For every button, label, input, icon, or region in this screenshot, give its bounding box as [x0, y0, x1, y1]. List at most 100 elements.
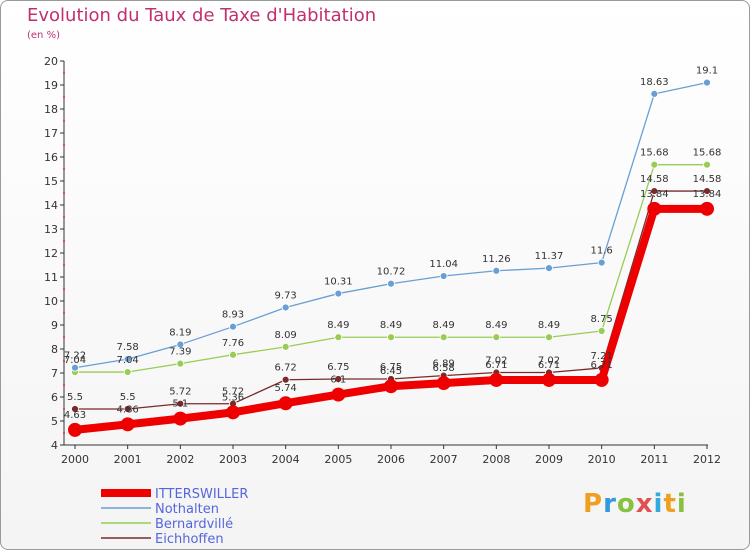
data-label: 5.72 [222, 387, 244, 398]
legend-label: Bernardvillé [155, 517, 233, 532]
data-point [281, 342, 290, 351]
data-label: 11.26 [482, 254, 511, 265]
data-label: 10.72 [377, 267, 406, 278]
x-tick-label: 2003 [219, 453, 247, 466]
axes: 4 5 6 7 8 9 10 11 12 13 14 15 16 17 18 19 20 2000 2001 2002… [44, 55, 721, 466]
logo-letter: t [663, 489, 677, 519]
data-label: 10.31 [324, 277, 353, 288]
y-minor-tick [63, 336, 65, 338]
x-tick-label: 2002 [166, 453, 194, 466]
y-tick-label: 18 [44, 103, 58, 116]
y-tick-label: 9 [51, 319, 58, 332]
data-label: 5.1 [172, 399, 188, 410]
data-label: 15.68 [640, 148, 669, 159]
logo-letter: x [635, 489, 654, 519]
data-label: 7.76 [222, 338, 244, 349]
x-tick-label: 2010 [588, 453, 616, 466]
data-label: 6.89 [433, 359, 455, 370]
data-point [436, 376, 451, 391]
data-point [331, 387, 346, 402]
y-minor-tick [63, 72, 65, 74]
data-label: 15.68 [693, 148, 722, 159]
data-point [650, 89, 659, 98]
logo-letter: P [583, 489, 604, 519]
data-label: 7.22 [64, 351, 86, 362]
data-point [281, 375, 290, 384]
y-tick-label: 8 [51, 343, 58, 356]
y-tick-label: 15 [44, 175, 58, 188]
y-tick-label: 11 [44, 271, 58, 284]
data-point [68, 422, 82, 437]
data-point [439, 272, 448, 280]
data-label: 6.45 [380, 366, 402, 377]
data-label: 8.49 [433, 320, 455, 331]
y-minor-tick [63, 168, 65, 170]
x-tick-label: 2000 [61, 453, 89, 466]
data-label: 8.75 [591, 314, 613, 325]
x-tick-label: 2005 [324, 453, 352, 466]
data-label: 7.04 [64, 355, 86, 366]
data-label: 8.49 [485, 320, 507, 331]
y-minor-tick [63, 312, 65, 314]
data-label: 7.02 [538, 356, 560, 367]
y-minor-tick [63, 288, 65, 290]
data-point [278, 396, 293, 411]
series-layer [68, 78, 714, 437]
data-label: 18.63 [640, 77, 669, 88]
logo-letter: i [676, 489, 687, 519]
data-point [489, 372, 504, 387]
data-point [71, 405, 79, 413]
data-label: 14.58 [693, 174, 722, 185]
data-point [647, 201, 662, 216]
y-tick-label: 4 [51, 439, 58, 452]
data-point [492, 333, 501, 342]
y-tick-label: 16 [44, 151, 58, 164]
legend: ITTERSWILLERNothaltenBernardvilléEichhof… [101, 487, 248, 547]
unit-label: (en %) [27, 30, 60, 41]
data-label: 11.37 [535, 251, 564, 262]
y-minor-tick [63, 192, 65, 194]
x-tick-label: 2008 [482, 453, 510, 466]
data-point [173, 411, 188, 426]
data-label: 8.93 [222, 310, 244, 321]
x-tick-label: 2001 [114, 453, 142, 466]
data-point [334, 333, 343, 342]
data-label: 13.84 [693, 189, 722, 200]
data-label: 9.73 [275, 290, 297, 301]
x-tick-label: 2011 [640, 453, 668, 466]
data-label: 5.72 [169, 387, 191, 398]
data-point [229, 350, 237, 359]
data-point [123, 368, 132, 376]
data-label: 7.39 [169, 347, 191, 358]
data-label: 11.04 [429, 259, 458, 270]
data-label: 5.74 [275, 383, 297, 394]
y-minor-tick [63, 120, 65, 122]
data-point [597, 258, 606, 267]
data-label: 6.1 [330, 375, 346, 386]
y-tick-label: 12 [44, 247, 58, 260]
data-label: 11.6 [591, 246, 613, 257]
logo-letter: o [616, 489, 636, 519]
data-point [650, 187, 659, 195]
data-label: 6.72 [275, 363, 297, 374]
data-point [334, 289, 343, 298]
legend-label: ITTERSWILLER [155, 487, 248, 502]
y-tick-label: 14 [44, 199, 58, 212]
data-point [545, 264, 553, 273]
logo-letter: r [603, 489, 617, 519]
data-label: 5.36 [222, 392, 244, 403]
data-label: 13.84 [640, 189, 669, 200]
data-point [387, 279, 395, 288]
data-label: 8.09 [275, 330, 297, 341]
y-minor-tick [63, 240, 65, 242]
data-label: 8.19 [169, 327, 191, 338]
data-label: 5.5 [120, 392, 136, 403]
data-point [176, 340, 185, 349]
data-point [123, 405, 132, 413]
data-label: 8.49 [327, 320, 349, 331]
y-minor-tick [63, 408, 65, 410]
x-tick-label: 2006 [377, 453, 405, 466]
data-point [384, 379, 398, 394]
